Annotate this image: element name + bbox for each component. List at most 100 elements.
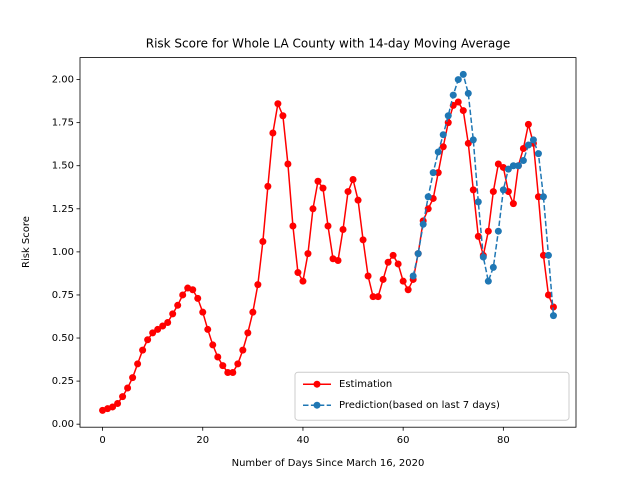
x-axis-label: Number of Days Since March 16, 2020 xyxy=(232,458,425,469)
data-point xyxy=(534,193,542,201)
series-line xyxy=(412,72,555,316)
data-point xyxy=(524,120,532,128)
data-point xyxy=(269,129,277,137)
data-point xyxy=(399,277,407,285)
data-point xyxy=(339,225,347,233)
data-point xyxy=(389,251,397,259)
data-point xyxy=(189,286,197,294)
data-point xyxy=(319,184,327,192)
data-point xyxy=(249,308,257,316)
data-point xyxy=(144,336,152,344)
data-point xyxy=(199,308,207,316)
data-point xyxy=(344,188,352,196)
data-point xyxy=(134,360,142,368)
data-point xyxy=(114,400,122,408)
data-point xyxy=(289,222,297,230)
data-point xyxy=(244,329,252,337)
data-point xyxy=(409,272,417,280)
legend-label: Prediction(based on last 7 days) xyxy=(339,400,500,411)
data-point xyxy=(229,368,237,376)
data-point xyxy=(474,198,482,206)
data-point xyxy=(524,141,532,149)
data-point xyxy=(519,157,527,165)
y-axis-label: Risk Score xyxy=(21,216,32,268)
data-point xyxy=(119,393,127,401)
y-tick-label: 1.75 xyxy=(52,118,74,129)
y-tick-label: 1.50 xyxy=(52,161,74,172)
data-point xyxy=(169,310,177,318)
axes-frame xyxy=(79,57,577,428)
y-tick-label: 0.25 xyxy=(52,376,74,387)
plot-area xyxy=(99,70,557,414)
data-point xyxy=(514,162,522,170)
data-point xyxy=(129,374,137,382)
data-point xyxy=(489,263,497,271)
data-point xyxy=(194,294,202,302)
x-tick-label: 80 xyxy=(497,435,510,446)
data-point xyxy=(214,353,222,361)
data-point xyxy=(379,275,387,283)
data-point xyxy=(369,293,377,301)
data-point xyxy=(469,136,477,144)
data-point xyxy=(414,250,422,258)
data-point xyxy=(334,256,342,264)
data-point xyxy=(324,222,332,230)
legend-marker xyxy=(313,401,321,409)
data-point xyxy=(464,139,472,147)
data-point xyxy=(174,301,182,309)
data-point xyxy=(404,286,412,294)
chart-title: Risk Score for Whole LA County with 14-d… xyxy=(146,37,511,51)
data-point xyxy=(394,260,402,268)
x-tick-label: 40 xyxy=(297,435,310,446)
data-point xyxy=(474,232,482,240)
data-point xyxy=(424,193,432,201)
data-point xyxy=(209,341,217,349)
data-point xyxy=(439,131,447,139)
data-point xyxy=(359,236,367,244)
legend: Estimation Prediction(based on last 7 day… xyxy=(294,371,570,421)
data-point xyxy=(259,238,267,246)
data-point xyxy=(459,107,467,115)
data-point xyxy=(354,196,362,204)
data-point xyxy=(309,205,317,213)
x-tick-label: 0 xyxy=(99,435,105,446)
data-point xyxy=(419,220,427,228)
data-point xyxy=(469,186,477,194)
data-point xyxy=(204,325,212,333)
data-point xyxy=(279,112,287,120)
legend-label: Estimation xyxy=(339,379,392,390)
data-point xyxy=(534,150,542,158)
y-tick-label: 1.25 xyxy=(52,204,74,215)
y-tick-label: 0.50 xyxy=(52,333,74,344)
data-point xyxy=(484,227,492,235)
x-tick-label: 60 xyxy=(397,435,410,446)
data-point xyxy=(239,346,247,354)
data-point xyxy=(384,258,392,266)
data-point xyxy=(434,169,442,177)
data-point xyxy=(459,70,467,78)
data-point xyxy=(479,253,487,261)
y-tick-label: 1.00 xyxy=(52,247,74,258)
data-point xyxy=(314,177,322,185)
data-point xyxy=(364,272,372,280)
data-point xyxy=(349,176,357,184)
data-point xyxy=(544,251,552,259)
data-point xyxy=(549,303,557,311)
data-point xyxy=(439,143,447,151)
data-point xyxy=(139,346,147,354)
data-point xyxy=(484,277,492,285)
data-point xyxy=(159,322,167,330)
data-point xyxy=(224,368,232,376)
data-point xyxy=(539,251,547,259)
data-point xyxy=(509,162,517,170)
data-point xyxy=(274,100,282,108)
data-point xyxy=(544,291,552,299)
data-point xyxy=(499,186,507,194)
data-point xyxy=(434,148,442,156)
data-point xyxy=(164,319,172,327)
data-point xyxy=(264,182,272,190)
data-point xyxy=(154,325,162,333)
data-point xyxy=(489,188,497,196)
data-point xyxy=(374,293,382,301)
